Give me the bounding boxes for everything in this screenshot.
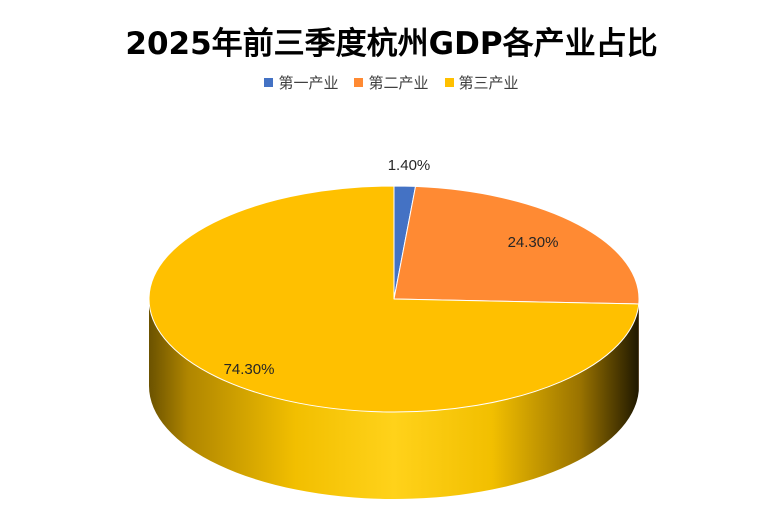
legend-swatch-secondary <box>354 78 364 87</box>
legend-item-tertiary: 第三产业 <box>444 72 519 93</box>
legend-swatch-tertiary <box>444 78 454 87</box>
legend-swatch-primary <box>264 78 274 87</box>
slice-tertiary <box>148 185 640 413</box>
slice-side-tertiary <box>149 299 639 499</box>
legend-item-secondary: 第二产业 <box>354 72 429 93</box>
data-label-secondary: 24.30% <box>508 234 559 251</box>
pie-side <box>149 299 639 499</box>
data-label-tertiary: 74.30% <box>224 361 275 378</box>
legend-label-tertiary: 第三产业 <box>458 74 519 92</box>
legend-label-primary: 第一产业 <box>278 74 339 92</box>
chart-title: 2025年前三季度杭州GDP各产业占比 <box>125 26 658 62</box>
data-label-primary: 1.40% <box>388 157 431 174</box>
legend-label-secondary: 第二产业 <box>368 74 429 92</box>
pie-top <box>148 185 640 413</box>
data-labels: 1.40% 24.30% 74.30% <box>224 157 559 378</box>
slice-secondary <box>393 185 640 305</box>
legend-item-primary: 第一产业 <box>264 72 338 93</box>
legend: 第一产业 第二产业 第三产业 <box>0 72 783 93</box>
